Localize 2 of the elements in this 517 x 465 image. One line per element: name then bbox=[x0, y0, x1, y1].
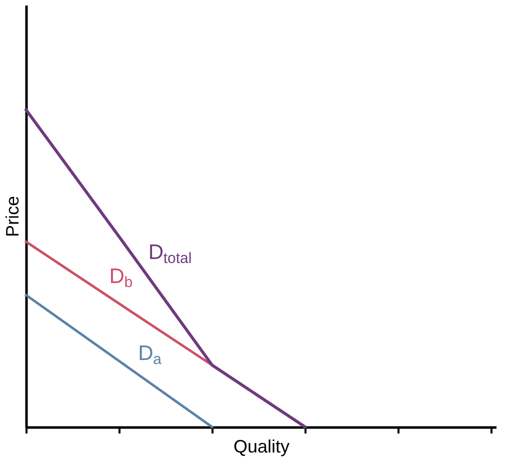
x-axis-title: Quality bbox=[233, 436, 290, 456]
y-axis-title: Price bbox=[2, 196, 22, 238]
